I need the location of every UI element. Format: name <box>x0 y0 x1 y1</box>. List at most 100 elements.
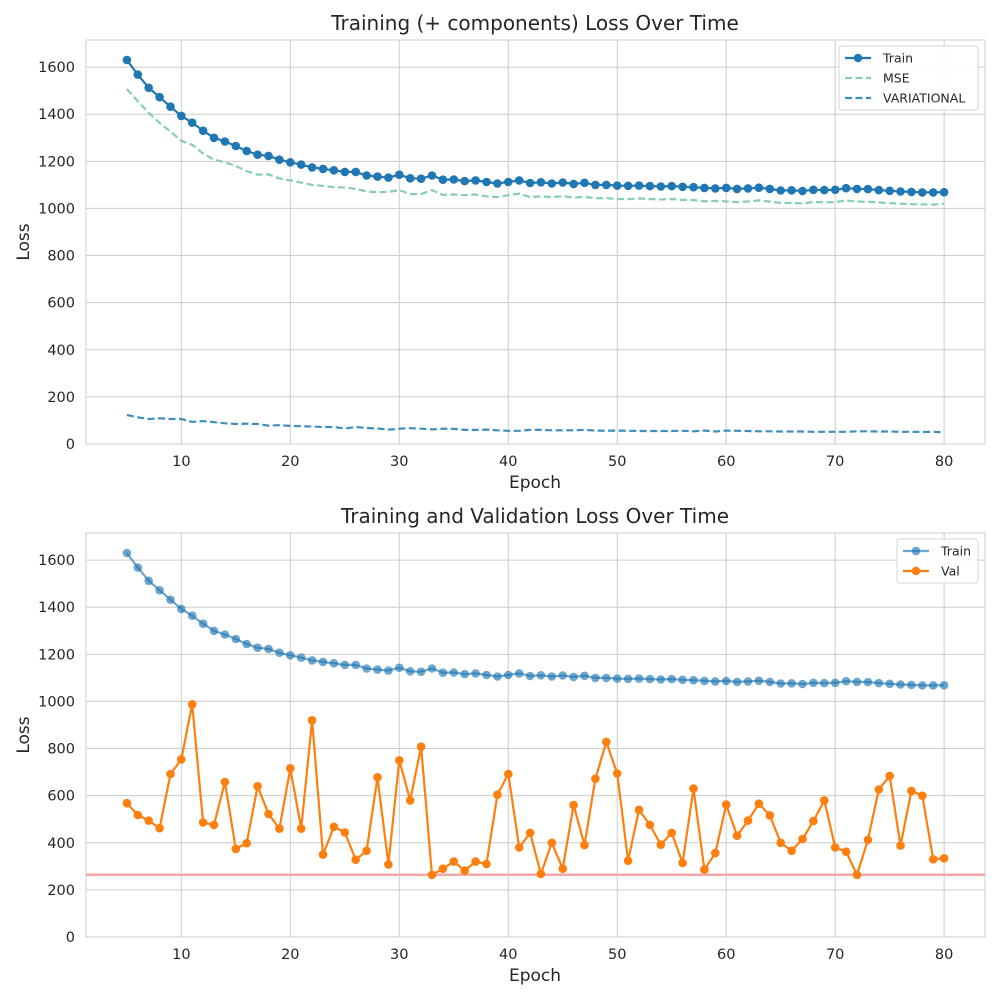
chart-1-series-train-point <box>645 181 655 191</box>
chart-2-series-val-point <box>830 843 840 852</box>
chart-2-series-train-point <box>809 678 818 688</box>
chart-2-series-train-point <box>721 676 731 686</box>
chart-2-y-tick-label: 800 <box>47 742 75 758</box>
chart-1-series-train-point <box>765 184 775 194</box>
chart-2-series-train-point <box>264 644 273 654</box>
chart-2-series-val-point <box>198 818 208 827</box>
chart-2-series-train-point <box>787 679 796 688</box>
chart-2-series-train-point <box>776 679 785 688</box>
chart-2-series-train-point <box>907 680 916 690</box>
chart-2-series-val-point <box>874 785 884 794</box>
chart-2-series-val-point <box>667 828 676 838</box>
chart-2-series-val-point <box>536 869 546 879</box>
chart-2-series-train-line <box>126 552 945 687</box>
chart-2-series-train-point <box>449 668 459 677</box>
chart-2-series-val-point <box>307 716 317 725</box>
chart-2-series-train-point <box>155 585 164 595</box>
chart-2-series-val-point <box>939 854 949 863</box>
chart-2-series-train-point <box>525 671 535 681</box>
chart-2-series-val-point <box>711 848 720 858</box>
chart-2-series-val-point <box>177 755 186 764</box>
chart-2-series-train-point <box>405 667 415 676</box>
chart-1-series-train-point <box>798 186 807 196</box>
chart-1-legend-label: MSE <box>883 71 910 86</box>
chart-1-x-tick-label: 10 <box>172 454 190 470</box>
chart-1-series-train-point <box>667 181 676 191</box>
chart-1-series-train-point <box>253 150 262 159</box>
chart-1-series-train-point <box>198 126 208 135</box>
chart-2-series-val-point <box>427 870 437 880</box>
chart-2-series-train-point <box>852 677 862 687</box>
chart-1-series-train-point <box>863 184 873 194</box>
chart-2-x-tick-label: 20 <box>281 947 299 963</box>
chart-2-series-val-point <box>438 864 448 873</box>
chart-1-series-train-point <box>187 118 197 127</box>
chart-1-series-train-point <box>373 172 382 181</box>
chart-2-series-val-point <box>928 855 938 864</box>
chart-2-series-train-point <box>187 611 197 620</box>
chart-2-series-val-point <box>896 841 905 850</box>
chart-2-series-val-point <box>133 810 143 820</box>
chart-2-series-val-point <box>645 820 655 830</box>
chart-2-series-val-point <box>264 809 273 819</box>
chart-1-series-train-point <box>384 173 393 182</box>
chart-2-series-val-point <box>253 781 262 791</box>
chart-2-series-val-point <box>841 847 851 856</box>
chart-1-legend-label: VARIATIONAL <box>883 91 965 106</box>
chart-2-y-tick-label: 0 <box>66 930 75 946</box>
chart-2-series-val-point <box>656 840 666 849</box>
chart-2-series-train-point <box>438 668 448 677</box>
chart-2-series-val-point <box>122 798 132 808</box>
chart-2-x-tick-label: 50 <box>608 947 626 963</box>
chart-1-series-train-point <box>307 163 317 172</box>
chart-2-series-train-point <box>166 595 175 604</box>
chart-2-series-val-point <box>416 742 426 751</box>
chart-2-series-train-point <box>678 675 687 685</box>
chart-2-series-train-point <box>667 674 676 684</box>
chart-2-series-val-point <box>362 846 371 856</box>
chart-1-y-tick-label: 800 <box>47 249 75 265</box>
chart-1-series-train-point <box>536 178 546 187</box>
chart-2-series-train-point <box>231 634 241 644</box>
chart-2-series-train-point <box>743 677 753 686</box>
chart-1-series-train-point <box>471 176 480 185</box>
chart-2-series-val-point <box>155 823 164 833</box>
chart-1-series-train-point <box>907 187 916 197</box>
chart-2-x-tick-label: 60 <box>717 947 735 963</box>
chart-2-series-train-point <box>874 678 884 688</box>
chart-1-plot: 10 20 30 40 50 60 70 80020040060080010001200140… <box>38 39 986 470</box>
chart-2-series-val-point <box>689 784 698 793</box>
chart-2-series-val-point <box>820 796 829 805</box>
chart-1-series-train-point <box>122 55 132 65</box>
chart-1-series-train-point <box>144 83 153 93</box>
chart-2-series-val-point <box>373 773 382 782</box>
chart-2-series-val-point <box>700 865 709 874</box>
chart-2-series-train-point <box>144 576 153 586</box>
chart-2-series-val-point <box>558 864 567 873</box>
chart-1-series-train-point <box>231 141 241 151</box>
chart-2-series-train-point <box>362 664 371 673</box>
chart-1-ylabel: Loss <box>14 223 34 260</box>
chart-1-series-train-point <box>482 177 491 187</box>
chart-2-title: Training and Validation Loss Over Time <box>340 504 729 528</box>
chart-1: Training (+ components) Loss Over Time E… <box>14 11 986 493</box>
chart-1-plot-frame <box>85 39 986 445</box>
chart-2-series-train-point <box>732 677 742 687</box>
chart-1-series-train-point <box>525 178 535 188</box>
chart-2-series-val-point <box>765 811 775 820</box>
chart-2-series-train-point <box>493 672 502 681</box>
chart-1-series-train-point <box>514 176 524 185</box>
chart-1-series-train-point <box>133 70 143 79</box>
chart-1-series-train-point <box>754 183 764 192</box>
chart-2-series-val-point <box>471 857 480 866</box>
chart-1-series-train-point <box>580 178 589 188</box>
chart-2-series-train-point <box>133 563 143 572</box>
chart-1-series-train-point <box>591 180 600 190</box>
chart-2-series-val-point <box>395 756 404 765</box>
chart-2-series-train-point <box>416 667 426 676</box>
chart-2-series-train-point <box>918 681 927 690</box>
chart-2-series-val-point <box>460 866 470 875</box>
chart-2-series-train-point <box>645 674 655 684</box>
chart-2-x-tick-label: 40 <box>499 947 517 963</box>
chart-2-series-train-point <box>558 671 567 680</box>
